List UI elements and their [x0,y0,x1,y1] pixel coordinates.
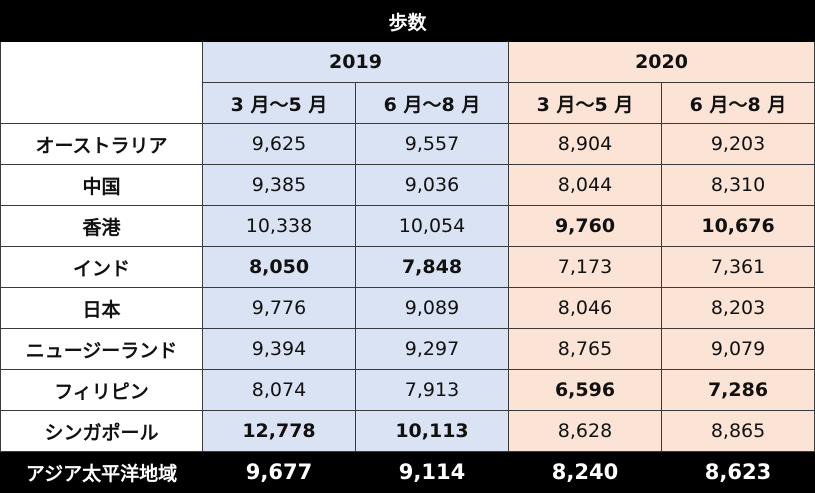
cell-value: 8,050 [202,246,356,288]
table-row: ニュージーランド 9,394 9,297 8,765 9,079 [0,328,815,370]
cell-value: 8,044 [508,164,662,206]
cell-value: 9,385 [202,164,356,206]
cell-value: 9,776 [202,287,356,329]
table-title: 歩数 [0,0,815,42]
cell-value: 8,046 [508,287,662,329]
row-label: フィリピン [0,369,203,411]
cell-value: 7,286 [660,369,815,411]
total-value: 8,240 [508,451,662,493]
year-header-row: 2019 2020 [0,41,815,124]
cell-value: 9,036 [355,164,509,206]
corner-cell [0,41,203,124]
cell-value: 8,310 [660,164,815,206]
table-row: 中国 9,385 9,036 8,044 8,310 [0,164,815,206]
cell-value: 9,760 [508,205,662,247]
cell-value: 10,054 [355,205,509,247]
cell-value: 8,203 [660,287,815,329]
cell-value: 9,079 [660,328,815,370]
cell-value: 6,596 [508,369,662,411]
year-2019-header: 2019 [202,41,509,83]
title-row: 歩数 [0,0,815,42]
row-label: 中国 [0,164,203,206]
cell-value: 9,297 [355,328,509,370]
table-row: 日本 9,776 9,089 8,046 8,203 [0,287,815,329]
table-row: 香港 10,338 10,054 9,760 10,676 [0,205,815,247]
cell-value: 10,338 [202,205,356,247]
table-row: インド 8,050 7,848 7,173 7,361 [0,246,815,288]
cell-value: 8,904 [508,123,662,165]
period-header: 6 月～8 月 [355,82,509,124]
cell-value: 10,113 [355,410,509,452]
cell-value: 7,913 [355,369,509,411]
period-header: 6 月～8 月 [660,82,815,124]
period-header: 3 月～5 月 [202,82,356,124]
cell-value: 8,865 [660,410,815,452]
row-label: オーストラリア [0,123,203,165]
cell-value: 7,173 [508,246,662,288]
data-rows: オーストラリア 9,625 9,557 8,904 9,203 中国 9,385 9,036 8… [0,123,815,452]
cell-value: 7,361 [660,246,815,288]
total-value: 8,623 [660,451,815,493]
row-label: 日本 [0,287,203,329]
cell-value: 9,625 [202,123,356,165]
cell-value: 8,628 [508,410,662,452]
table-row: シンガポール 12,778 10,113 8,628 8,865 [0,410,815,452]
row-label: シンガポール [0,410,203,452]
total-value: 9,114 [355,451,509,493]
cell-value: 9,089 [355,287,509,329]
cell-value: 9,557 [355,123,509,165]
table-row: オーストラリア 9,625 9,557 8,904 9,203 [0,123,815,165]
cell-value: 10,676 [660,205,815,247]
row-label: インド [0,246,203,288]
cell-value: 8,765 [508,328,662,370]
row-label: 香港 [0,205,203,247]
year-2020-header: 2020 [507,41,815,83]
cell-value: 9,203 [660,123,815,165]
period-header: 3 月～5 月 [508,82,662,124]
cell-value: 12,778 [202,410,356,452]
cell-value: 8,074 [202,369,356,411]
cell-value: 9,394 [202,328,356,370]
total-row: アジア太平洋地域 9,677 9,114 8,240 8,623 [0,451,815,493]
period-header-row: 3 月～5 月 6 月～8 月 3 月～5 月 6 月～8 月 [1,82,815,124]
total-label: アジア太平洋地域 [0,451,203,493]
table-row: フィリピン 8,074 7,913 6,596 7,286 [0,369,815,411]
row-label: ニュージーランド [0,328,203,370]
total-value: 9,677 [202,451,356,493]
cell-value: 7,848 [355,246,509,288]
